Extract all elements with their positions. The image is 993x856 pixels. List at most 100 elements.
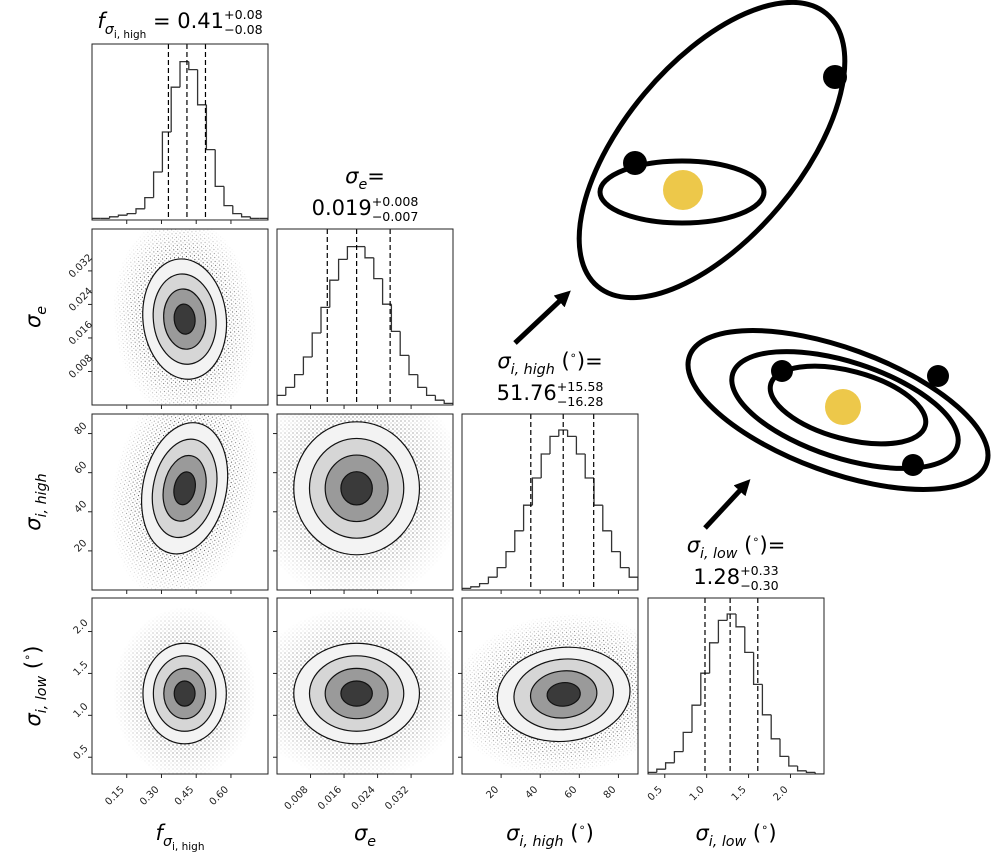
- label-part: ∘: [761, 820, 768, 834]
- label-part: i, low: [34, 675, 50, 713]
- histogram-bin: [444, 400, 453, 405]
- label-part: σ: [506, 821, 520, 845]
- histogram-panel: σi, high (∘)=51.76+15.58−16.28: [462, 348, 638, 594]
- arrow: [705, 485, 745, 528]
- histogram-bin: [620, 552, 629, 568]
- density-panel: [248, 374, 465, 603]
- label-part: (: [555, 349, 570, 373]
- orbit-illustration-bottom: [668, 298, 993, 523]
- panel-title: σi, low (∘)=: [687, 532, 786, 562]
- label-part: (: [21, 661, 45, 676]
- histogram-bin: [806, 771, 815, 773]
- label-part: ): [21, 645, 45, 653]
- x-tick-label: 0.5: [646, 784, 665, 803]
- panel-title: σe=: [345, 164, 385, 193]
- y-tick-label: 1.5: [72, 659, 91, 678]
- panel-title-value: 51.76+15.58−16.28: [497, 379, 604, 410]
- histogram-bin: [233, 206, 242, 214]
- panel-title: σi, high (∘)=: [497, 348, 602, 378]
- label-part: e: [34, 306, 50, 315]
- histogram-bin: [629, 568, 638, 590]
- histogram-bin: [497, 568, 506, 578]
- label-part: i, high: [172, 841, 204, 853]
- x-tick-label: 20: [484, 784, 501, 801]
- x-tick-label: 0.024: [350, 784, 378, 812]
- y-axis-label: σi, high: [21, 473, 50, 530]
- histogram-bin: [532, 478, 541, 505]
- histogram-bin: [295, 375, 304, 388]
- histogram-bin: [427, 387, 436, 395]
- histogram-bin: [612, 531, 621, 552]
- figure: fσi, high = 0.41+0.08−0.080.0080.0160.02…: [0, 0, 993, 856]
- y-tick-label: 0.5: [72, 743, 91, 762]
- histogram-panel: σi, low (∘)=1.28+0.33−0.300.51.01.52.0: [646, 532, 824, 804]
- histogram-bin: [798, 766, 807, 771]
- histogram-bin: [189, 62, 198, 70]
- density-contour: [341, 681, 372, 706]
- histogram-bin: [603, 505, 612, 531]
- y-tick-label: 0.032: [67, 252, 95, 280]
- label-part: ∘: [20, 654, 34, 661]
- histogram-bin: [541, 454, 550, 478]
- histogram-bin: [321, 307, 330, 333]
- label-part: ∘: [578, 820, 585, 834]
- histogram-bin: [374, 258, 383, 279]
- title-minus: −0.30: [740, 578, 779, 593]
- label-part: σ: [21, 517, 45, 531]
- plot-area: [277, 229, 453, 405]
- y-tick-label: 80: [73, 421, 90, 438]
- title-value: 51.76: [497, 381, 557, 405]
- histogram-bin: [666, 763, 675, 769]
- histogram-bin: [286, 387, 295, 395]
- histogram-bin: [657, 769, 666, 772]
- histogram-bin: [136, 209, 145, 214]
- title-minus: −16.28: [557, 394, 604, 409]
- x-tick-label: 1.0: [688, 784, 707, 803]
- plot-area: [462, 414, 638, 590]
- histogram-bin: [718, 620, 727, 642]
- x-tick-label: 60: [563, 784, 580, 801]
- y-tick-label: 0.008: [67, 353, 95, 381]
- x-tick-label: 0.008: [283, 784, 311, 812]
- histogram-bin: [683, 732, 692, 751]
- histogram-bin: [145, 198, 154, 209]
- histogram-bin: [435, 395, 444, 400]
- x-tick-label: 0.30: [138, 784, 162, 808]
- histogram-bin: [330, 280, 339, 307]
- x-tick-label: 0.016: [316, 784, 344, 812]
- histogram-bin: [383, 279, 392, 305]
- histogram-bin: [789, 756, 798, 766]
- histogram-bin: [594, 478, 603, 505]
- plot-area: [248, 607, 465, 780]
- histogram-bin: [250, 217, 259, 219]
- histogram-bin: [692, 705, 701, 732]
- label-part: (: [737, 533, 752, 557]
- label-part: i, high: [519, 834, 563, 850]
- x-tick-label: 80: [602, 784, 619, 801]
- title-minus: −0.007: [372, 209, 419, 224]
- histogram-bin: [780, 739, 789, 757]
- x-axis-label: σi, low (∘): [695, 820, 776, 850]
- x-tick-label: 0.60: [208, 784, 232, 808]
- histogram-bin: [277, 395, 286, 405]
- histogram-bin: [745, 627, 754, 653]
- histogram-bin: [206, 105, 215, 150]
- histogram-bin: [488, 577, 497, 583]
- plot-area: [248, 374, 465, 603]
- histogram-bin: [762, 684, 771, 714]
- density-panel: 0.150.300.450.600.51.01.52.0: [72, 598, 268, 808]
- histogram-bin: [471, 587, 480, 589]
- label-part: e: [367, 834, 376, 850]
- x-axis-label: σe: [354, 821, 376, 850]
- histogram-bin: [365, 247, 374, 258]
- label-part: σ: [695, 821, 709, 845]
- histogram-bin: [171, 87, 180, 132]
- x-tick-label: 1.5: [730, 784, 749, 803]
- plot-area: [113, 607, 257, 780]
- title-plus: +0.008: [372, 194, 419, 209]
- histogram-bin: [480, 584, 489, 587]
- histogram-panel: σe=0.019+0.008−0.007: [277, 164, 453, 409]
- y-axis-label: σi, low (∘): [20, 645, 50, 726]
